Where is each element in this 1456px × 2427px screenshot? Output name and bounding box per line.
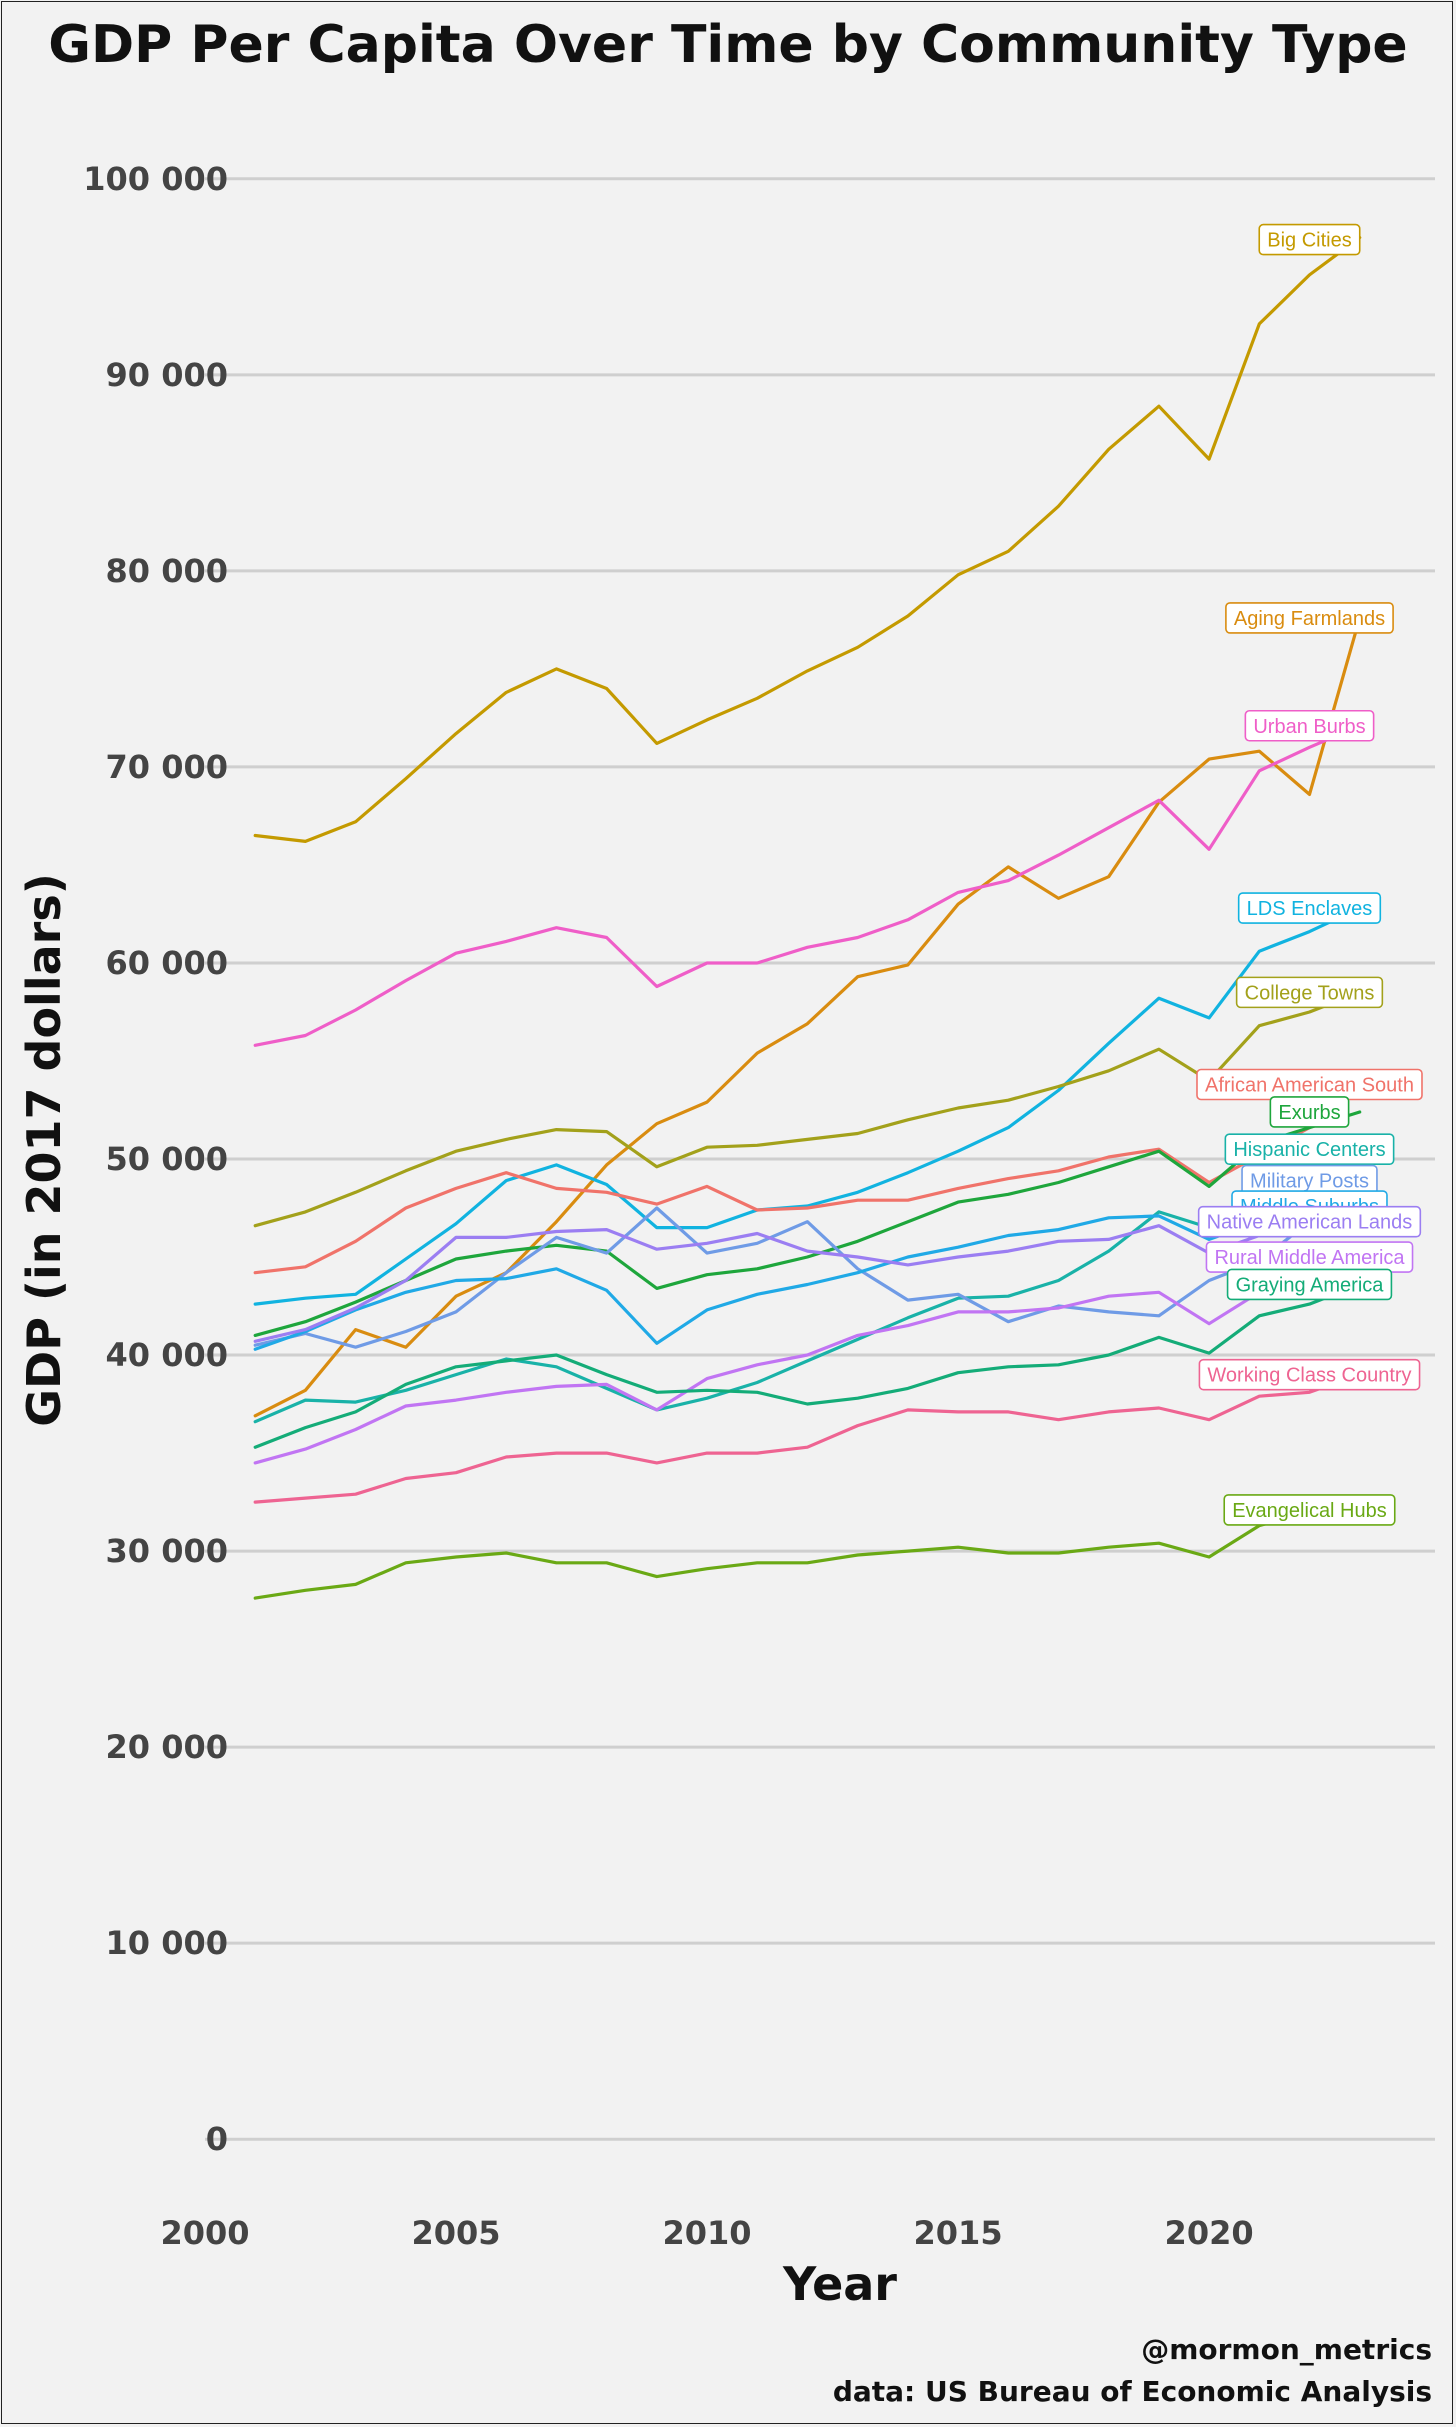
series-label: Big Cities xyxy=(1258,223,1361,256)
series-lines xyxy=(253,236,1362,1600)
series-line xyxy=(253,236,1362,844)
series-label-box xyxy=(1224,1133,1395,1165)
series-label: Aging Farmlands xyxy=(1225,602,1394,634)
y-tick-label: 20 000 xyxy=(106,1728,228,1766)
series-label: Rural Middle America xyxy=(1205,1241,1414,1273)
y-axis-ticks: 0 10 000 20 000 30 000 40 000 50 000 60 000 70 … xyxy=(83,160,228,2158)
series-label: African American South xyxy=(1196,1068,1423,1101)
series-label: Military Posts xyxy=(1241,1164,1378,1197)
y-tick-label: 0 xyxy=(206,2120,228,2158)
series-label-text: Evangelical Hubs xyxy=(1232,1500,1387,1522)
series-label-text: Military Posts xyxy=(1250,1171,1369,1193)
series-label-box xyxy=(1197,1205,1422,1238)
series-line xyxy=(253,906,1362,1306)
series-label-box xyxy=(1198,1358,1421,1391)
series-label-text: Exurbs xyxy=(1278,1102,1340,1124)
y-tick-label: 90 000 xyxy=(106,356,228,394)
series-label-box xyxy=(1235,976,1384,1009)
y-tick-label: 70 000 xyxy=(106,748,228,786)
series-line xyxy=(253,1204,1362,1351)
x-tick-label: 2020 xyxy=(1165,2214,1254,2252)
x-tick-label: 2000 xyxy=(160,2214,249,2252)
series-label-box xyxy=(1226,1268,1393,1301)
x-tick-label: 2010 xyxy=(663,2214,752,2252)
series-label: Native American Lands xyxy=(1197,1205,1422,1238)
series-label-box xyxy=(1269,1096,1350,1128)
series-line xyxy=(253,616,1362,1418)
series-label-text: College Towns xyxy=(1245,982,1375,1004)
series-label-text: Working Class Country xyxy=(1207,1365,1411,1387)
series-label-text: Urban Burbs xyxy=(1253,716,1365,738)
data-source: data: US Bureau of Economic Analysis xyxy=(833,2375,1432,2408)
y-tick-label: 10 000 xyxy=(106,1924,228,1962)
series-label: Hispanic Centers xyxy=(1224,1133,1395,1165)
series-label: Working Class Country xyxy=(1198,1358,1421,1391)
series-label-text: LDS Enclaves xyxy=(1247,898,1373,920)
x-tick-label: 2015 xyxy=(914,2214,1003,2252)
series-label: College Towns xyxy=(1235,976,1384,1009)
y-tick-label: 50 000 xyxy=(106,1140,228,1178)
x-axis-title: Year xyxy=(782,2257,897,2311)
series-label-text: Native American Lands xyxy=(1207,1212,1413,1234)
series-label-box xyxy=(1225,602,1394,634)
series-label-text: Hispanic Centers xyxy=(1233,1139,1385,1161)
y-tick-label: 40 000 xyxy=(106,1336,228,1374)
series-line xyxy=(253,724,1362,1047)
series-label-box xyxy=(1258,223,1361,256)
series-label-text: Rural Middle America xyxy=(1214,1247,1405,1269)
gridlines xyxy=(205,177,1435,2141)
series-line xyxy=(253,1282,1362,1449)
series-label-text: Graying America xyxy=(1236,1274,1385,1296)
chart-title: GDP Per Capita Over Time by Community Ty… xyxy=(48,15,1407,75)
series-label: Evangelical Hubs xyxy=(1223,1494,1396,1526)
series-line xyxy=(253,990,1362,1228)
y-tick-label: 100 000 xyxy=(83,160,228,198)
series-label-box xyxy=(1244,709,1375,742)
series-label-text: African American South xyxy=(1205,1075,1414,1097)
author-handle: @mormon_metrics xyxy=(1141,2333,1432,2366)
x-tick-label: 2005 xyxy=(411,2214,500,2252)
series-label: Exurbs xyxy=(1269,1096,1350,1128)
y-axis-title: GDP (in 2017 dollars) xyxy=(17,873,71,1426)
series-label-text: Big Cities xyxy=(1267,230,1351,252)
y-tick-label: 80 000 xyxy=(106,552,228,590)
series-label: Graying America xyxy=(1226,1268,1393,1301)
series-label: Urban Burbs xyxy=(1244,709,1375,742)
series-label-text: Aging Farmlands xyxy=(1234,608,1385,630)
series-line xyxy=(253,1082,1362,1275)
series-label: LDS Enclaves xyxy=(1237,892,1382,924)
series-line xyxy=(253,1147,1362,1424)
y-tick-label: 30 000 xyxy=(106,1532,228,1570)
series-line xyxy=(253,1220,1362,1343)
series-labels: Big Cities Aging Farmlands Urban Burbs LDS … xyxy=(1196,223,1423,1526)
series-label-box xyxy=(1237,892,1382,924)
series-label-box xyxy=(1223,1494,1396,1526)
y-tick-label: 60 000 xyxy=(106,944,228,982)
x-axis-ticks: 2000 2005 2010 2015 2020 xyxy=(160,2214,1253,2252)
series-line xyxy=(253,1372,1362,1504)
series-line xyxy=(253,1255,1362,1465)
series-line xyxy=(253,1110,1362,1338)
series-line xyxy=(253,1508,1362,1600)
